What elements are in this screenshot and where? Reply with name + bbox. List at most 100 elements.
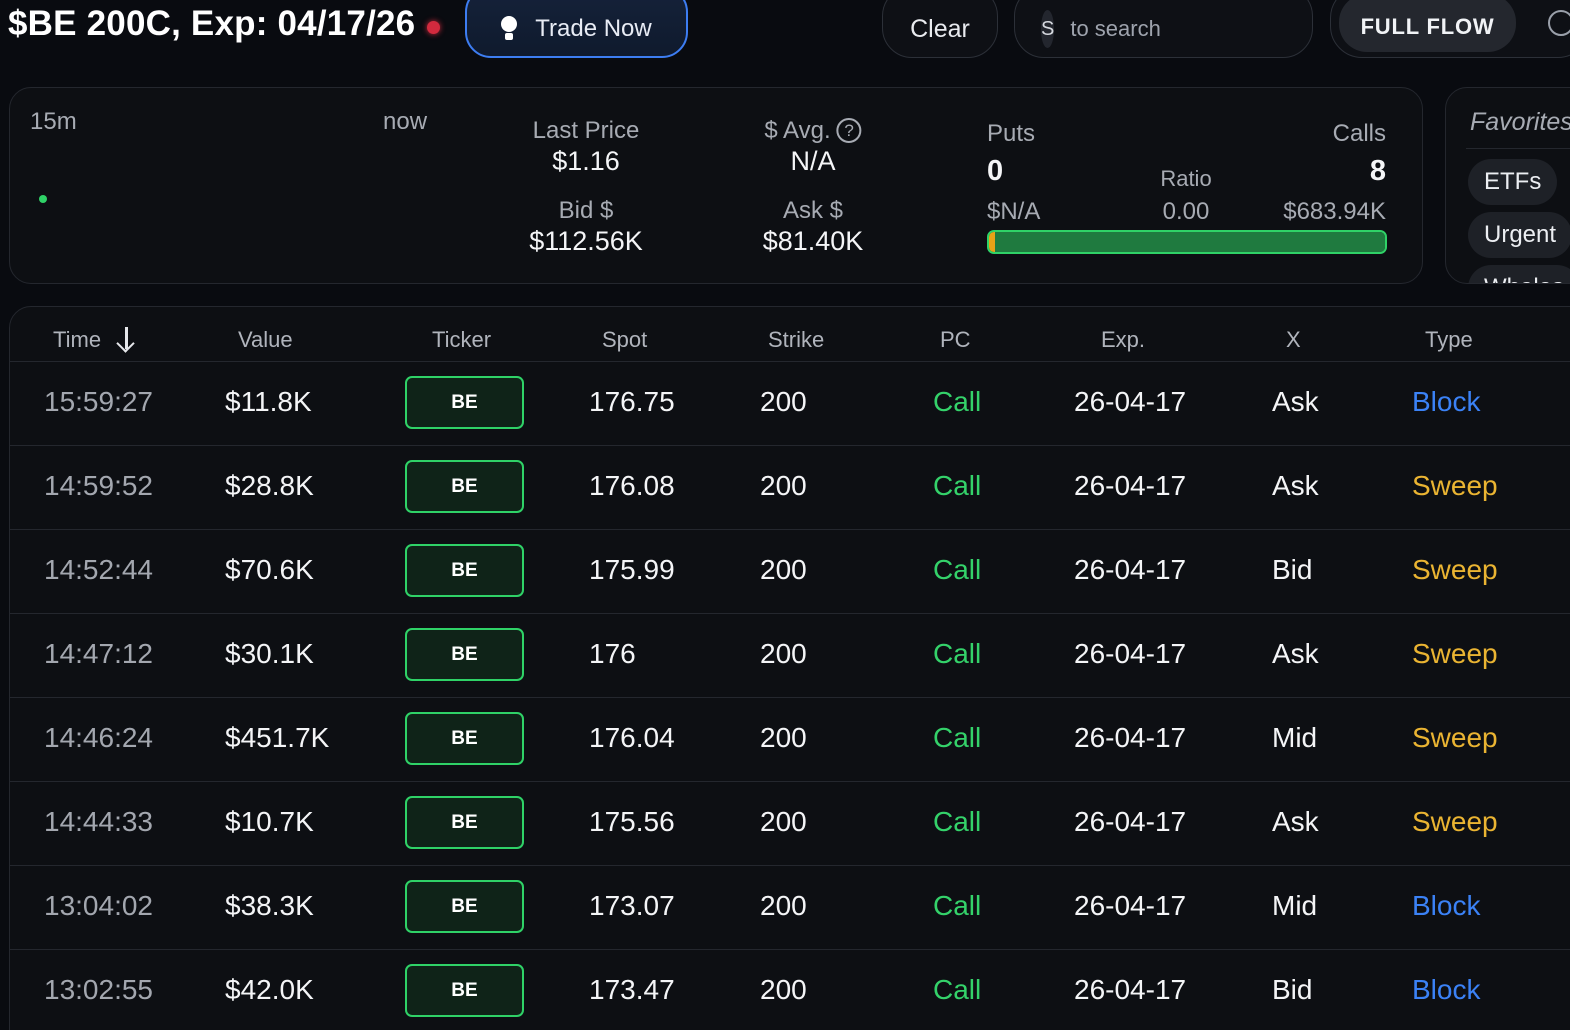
table-row[interactable]: 14:52:44 $70.6K BE 175.99 200 Call 26-04-17 Bid…	[10, 529, 1570, 613]
cell-value: $30.1K	[225, 638, 314, 669]
puts-count: 0	[987, 155, 1004, 187]
search-shortcut-key: S	[1041, 10, 1055, 48]
cell-value: $42.0K	[225, 974, 314, 1005]
cell-spot: 175.56	[589, 806, 675, 837]
column-header-time[interactable]: Time	[53, 327, 137, 353]
table-row[interactable]: 14:59:52 $28.8K BE 176.08 200 Call 26-04-17 Ask…	[10, 445, 1570, 529]
cell-strike: 200	[760, 470, 807, 501]
range-end-label: now	[383, 108, 428, 135]
column-header-type[interactable]: Type	[1425, 327, 1473, 352]
trade-now-label: Trade Now	[535, 15, 652, 42]
cell-value: $70.6K	[225, 554, 314, 585]
ticker-badge[interactable]: BE	[405, 460, 524, 513]
favorites-divider	[1466, 148, 1570, 149]
table-row[interactable]: 13:02:55 $42.0K BE 173.47 200 Call 26-04-17 Bid…	[10, 949, 1570, 1030]
cell-time: 15:59:27	[44, 386, 153, 417]
cell-exp: 26-04-17	[1074, 554, 1187, 585]
cell-value: $451.7K	[225, 722, 330, 753]
ticker-badge[interactable]: BE	[405, 796, 524, 849]
full-flow-button[interactable]: FULL FLOW	[1339, 0, 1516, 52]
favorite-chip-urgent[interactable]: Urgent	[1468, 212, 1570, 258]
table-row[interactable]: 14:44:33 $10.7K BE 175.56 200 Call 26-04-17 Ask…	[10, 781, 1570, 865]
table-row[interactable]: 13:04:02 $38.3K BE 173.07 200 Call 26-04-17 Mid…	[10, 865, 1570, 949]
calls-value: $683.94K	[1283, 198, 1386, 225]
ticker-badge[interactable]: BE	[405, 544, 524, 597]
cell-strike: 200	[760, 554, 807, 585]
cell-pc: Call	[933, 722, 982, 753]
ticker-badge[interactable]: BE	[405, 712, 524, 765]
cell-strike: 200	[760, 890, 807, 921]
ask-value: $81.40K	[762, 226, 864, 256]
live-indicator-icon	[427, 21, 440, 34]
cell-time: 14:52:44	[44, 554, 153, 585]
column-header-ticker[interactable]: Ticker	[432, 327, 492, 352]
cell-time: 13:02:55	[44, 974, 153, 1005]
cell-pc: Call	[933, 974, 982, 1005]
clear-button[interactable]: Clear	[882, 0, 998, 58]
table-row[interactable]: 14:47:12 $30.1K BE 176 200 Call 26-04-17 Ask Swe…	[10, 613, 1570, 697]
help-icon[interactable]: ?	[836, 118, 862, 143]
cell-exp: 26-04-17	[1074, 890, 1187, 921]
column-header-strike[interactable]: Strike	[768, 327, 825, 352]
summary-panel: 15m now Last Price $1.16 Bid $ $112.56K …	[9, 87, 1423, 284]
avg-label-wrap: $ Avg.?	[764, 117, 862, 145]
contract-title: $BE 200C, Exp: 04/17/26	[8, 4, 416, 43]
column-header-spot[interactable]: Spot	[602, 327, 648, 352]
cell-pc: Call	[933, 554, 982, 585]
cell-strike: 200	[760, 722, 807, 753]
cell-time: 13:04:02	[44, 890, 153, 921]
cell-time: 14:59:52	[44, 470, 153, 501]
flow-table: Time Value Ticker Spot Strike PC Exp. X …	[9, 306, 1570, 1030]
calls-count: 8	[1369, 155, 1386, 187]
puts-value: $N/A	[987, 198, 1041, 225]
cell-pc: Call	[933, 806, 982, 837]
ticker-badge[interactable]: BE	[405, 376, 524, 429]
clock-icon[interactable]	[1548, 10, 1570, 36]
cell-spot: 173.47	[589, 974, 675, 1005]
cell-type: Sweep	[1412, 722, 1498, 753]
ticker-badge[interactable]: BE	[405, 628, 524, 681]
cell-time: 14:46:24	[44, 722, 153, 753]
cell-type: Sweep	[1412, 554, 1498, 585]
cell-strike: 200	[760, 974, 807, 1005]
search-box[interactable]: S	[1014, 0, 1384, 58]
cell-side: Ask	[1272, 638, 1319, 669]
cell-spot: 175.99	[589, 554, 675, 585]
table-row[interactable]: 14:46:24 $451.7K BE 176.04 200 Call 26-04-17 Mi…	[10, 697, 1570, 781]
cell-type: Sweep	[1412, 638, 1498, 669]
cell-exp: 26-04-17	[1074, 470, 1187, 501]
cell-type: Block	[1412, 974, 1481, 1005]
ask-label: Ask $	[782, 197, 844, 224]
cell-type: Sweep	[1412, 470, 1498, 501]
favorite-chip-whales[interactable]: Whales	[1468, 265, 1570, 283]
put-share-marker	[989, 232, 995, 252]
column-header-pc[interactable]: PC	[940, 327, 971, 352]
column-header-value[interactable]: Value	[238, 327, 293, 352]
cell-type: Block	[1412, 890, 1481, 921]
cell-value: $11.8K	[225, 386, 312, 417]
ratio-label: Ratio	[1160, 166, 1212, 191]
ticker-badge[interactable]: BE	[405, 880, 524, 933]
cell-strike: 200	[760, 386, 807, 417]
cell-pc: Call	[933, 890, 982, 921]
cell-side: Ask	[1272, 386, 1319, 417]
search-input[interactable]	[1070, 16, 1359, 42]
trade-now-button[interactable]: Trade Now	[465, 0, 688, 58]
column-header-x[interactable]: X	[1286, 327, 1301, 352]
avg-label: $ Avg.	[764, 117, 831, 144]
sort-down-arrow-icon[interactable]	[115, 327, 137, 351]
cell-exp: 26-04-17	[1074, 974, 1187, 1005]
ticker-badge[interactable]: BE	[405, 964, 524, 1017]
column-header-exp[interactable]: Exp.	[1101, 327, 1146, 352]
cell-side: Ask	[1272, 470, 1319, 501]
cell-exp: 26-04-17	[1074, 806, 1187, 837]
lightbulb-icon	[501, 16, 518, 42]
cell-pc: Call	[933, 386, 982, 417]
table-row[interactable]: 15:59:27 $11.8K BE 176.75 200 Call 26-04-17 Ask…	[10, 361, 1570, 445]
last-price-value: $1.16	[552, 146, 620, 176]
cell-spot: 173.07	[589, 890, 675, 921]
cell-type: Block	[1412, 386, 1481, 417]
header-bar: $BE 200C, Exp: 04/17/26 Trade Now Clear …	[0, 0, 1570, 62]
cell-strike: 200	[760, 806, 807, 837]
favorite-chip-etfs[interactable]: ETFs	[1468, 159, 1558, 205]
